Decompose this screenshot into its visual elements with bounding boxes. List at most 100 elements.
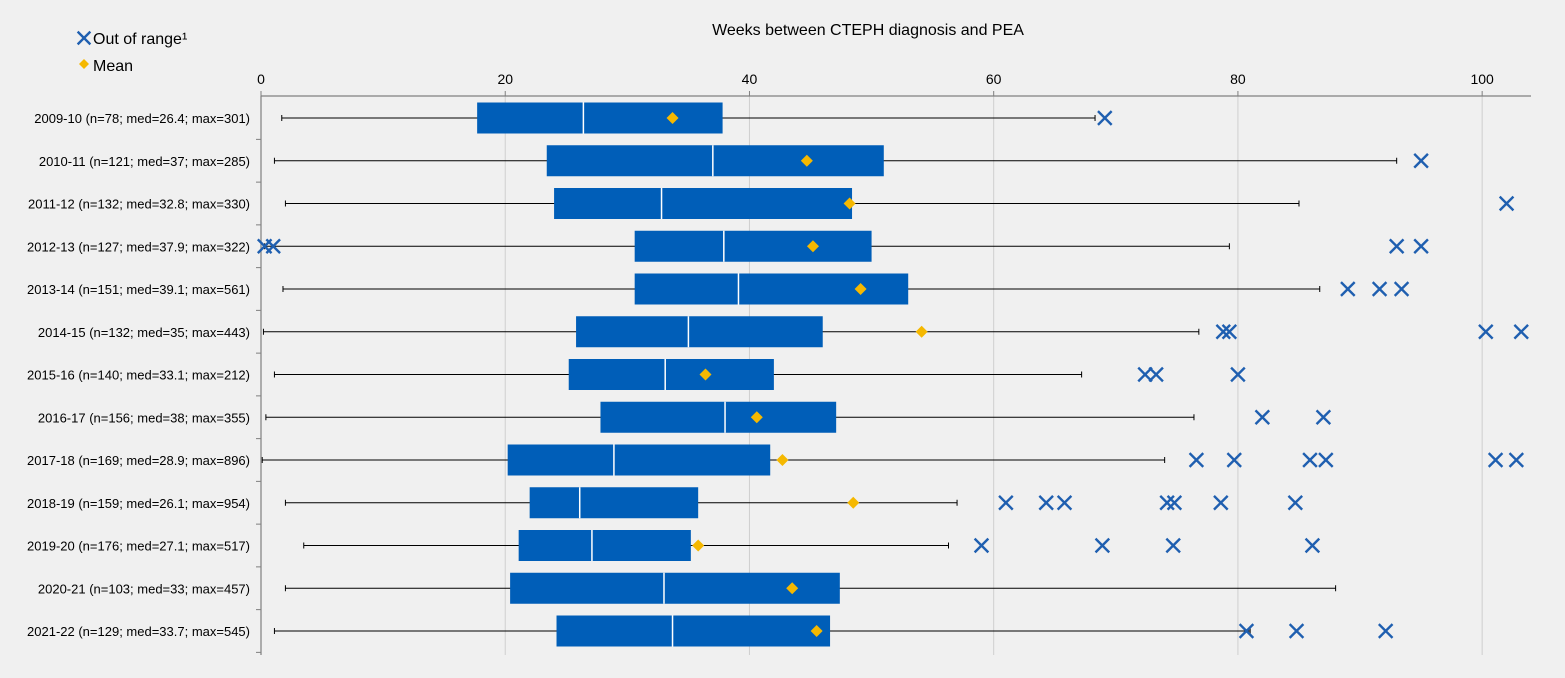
outlier-marker — [1487, 452, 1504, 468]
outlier-stroke — [1393, 281, 1410, 297]
mean-marker — [786, 582, 799, 595]
iqr-box — [634, 230, 872, 262]
x-tick-label: 0 — [257, 71, 265, 87]
legend-outlier-label: Out of range¹ — [93, 31, 187, 48]
outlier-stroke — [1478, 324, 1494, 340]
outlier-marker — [973, 537, 990, 554]
outlier-marker — [1318, 452, 1334, 468]
outlier-stroke — [1254, 409, 1271, 425]
outlier-stroke — [1508, 452, 1525, 468]
outlier-stroke — [1226, 452, 1242, 468]
box-row: 2015-16 (n=140; med=33.1; max=212) — [27, 359, 1246, 397]
mean-marker — [915, 325, 928, 338]
mean-marker — [666, 112, 679, 124]
category-label: 2014-15 (n=132; med=35; max=443) — [38, 325, 250, 340]
outlier-stroke — [998, 495, 1014, 511]
outlier-stroke — [1137, 366, 1153, 383]
outlier-stroke — [1038, 495, 1054, 511]
outlier-marker — [1254, 409, 1271, 425]
outlier-marker — [1377, 623, 1394, 639]
box-row: 2021-22 (n=129; med=33.7; max=545) — [27, 615, 1394, 653]
outlier-stroke — [1230, 366, 1246, 383]
legend-mean-marker — [79, 59, 89, 69]
outlier-marker — [1226, 452, 1242, 468]
outlier-marker — [1221, 324, 1238, 340]
outlier-marker — [1413, 238, 1429, 254]
outlier-marker — [1304, 537, 1321, 554]
iqr-box — [600, 401, 837, 433]
outlier-marker — [1230, 366, 1246, 383]
outlier-stroke — [1094, 537, 1111, 554]
box-row: 2019-20 (n=176; med=27.1; max=517) — [27, 530, 1321, 568]
mean-marker — [843, 197, 856, 210]
outlier-stroke — [1056, 495, 1073, 511]
iqr-box — [507, 444, 771, 476]
mean-marker — [847, 496, 860, 509]
category-label: 2021-22 (n=129; med=33.7; max=545) — [27, 624, 250, 639]
category-label: 2020-21 (n=103; med=33; max=457) — [38, 581, 250, 596]
mean-marker — [800, 154, 813, 167]
outlier-marker — [1213, 495, 1229, 511]
outlier-marker — [1315, 409, 1332, 425]
outlier-stroke — [1221, 324, 1238, 340]
outlier-stroke — [1166, 495, 1183, 511]
box-row: 2009-10 (n=78; med=26.4; max=301) — [34, 102, 1113, 140]
outlier-stroke — [265, 238, 281, 254]
box-row: 2011-12 (n=132; med=32.8; max=330) — [28, 188, 1515, 226]
category-label: 2015-16 (n=140; med=33.1; max=212) — [27, 368, 250, 383]
mean-marker — [699, 368, 712, 381]
outlier-stroke — [973, 537, 990, 554]
category-label: 2019-20 (n=176; med=27.1; max=517) — [27, 539, 250, 554]
legend: Out of range¹ Mean — [76, 30, 187, 75]
mean-marker — [810, 625, 823, 637]
box-row: 2018-19 (n=159; med=26.1; max=954) — [27, 487, 1304, 525]
mean-marker — [776, 454, 789, 466]
outlier-stroke — [1377, 623, 1394, 639]
iqr-box — [634, 273, 909, 305]
outlier-stroke — [1513, 324, 1529, 340]
outlier-stroke — [1148, 366, 1164, 383]
chart-title: Weeks between CTEPH diagnosis and PEA — [712, 22, 1024, 39]
outlier-marker — [1165, 537, 1181, 554]
outlier-stroke — [1288, 623, 1305, 639]
outlier-stroke — [76, 30, 92, 46]
x-tick-label: 40 — [742, 71, 758, 87]
outlier-marker — [1340, 281, 1356, 297]
box-row: 2016-17 (n=156; med=38; max=355) — [38, 401, 1332, 440]
box-row: 2014-15 (n=132; med=35; max=443) — [38, 316, 1529, 354]
outlier-marker — [1215, 324, 1231, 340]
iqr-box — [568, 359, 774, 390]
iqr-box — [576, 316, 823, 348]
category-label: 2010-11 (n=121; med=37; max=285) — [39, 154, 250, 169]
outlier-stroke — [1215, 324, 1231, 340]
category-label: 2012-13 (n=127; med=37.9; max=322) — [27, 239, 250, 254]
box-row: 2012-13 (n=127; med=37.9; max=322) — [27, 230, 1429, 269]
outlier-stroke — [1388, 238, 1405, 254]
legend-outlier-marker — [76, 30, 92, 46]
outlier-stroke — [1165, 537, 1181, 554]
outlier-stroke — [1498, 195, 1515, 212]
mean-marker — [692, 539, 705, 552]
category-label: 2016-17 (n=156; med=38; max=355) — [38, 410, 250, 425]
box-row: 2013-14 (n=151; med=39.1; max=561) — [27, 273, 1410, 311]
x-tick-label: 20 — [497, 71, 513, 87]
mean-marker — [750, 411, 763, 424]
x-tick-label: 60 — [986, 71, 1002, 87]
outlier-marker — [1508, 452, 1525, 468]
outlier-stroke — [1413, 238, 1429, 254]
outlier-marker — [1094, 537, 1111, 554]
outlier-stroke — [1097, 110, 1113, 126]
outlier-stroke — [1302, 452, 1318, 468]
outlier-stroke — [1287, 495, 1304, 511]
outlier-marker — [1056, 495, 1073, 511]
box-row: 2020-21 (n=103; med=33; max=457) — [38, 572, 1337, 611]
outlier-marker — [1371, 281, 1388, 297]
outlier-stroke — [1188, 452, 1205, 468]
x-tick-labels: 0 20 40 60 80 100 — [257, 71, 1494, 96]
outlier-marker — [1302, 452, 1318, 468]
outlier-stroke — [1315, 409, 1332, 425]
box-row: 2017-18 (n=169; med=28.9; max=896) — [27, 444, 1525, 482]
outlier-stroke — [1487, 452, 1504, 468]
outlier-marker — [1287, 495, 1304, 511]
